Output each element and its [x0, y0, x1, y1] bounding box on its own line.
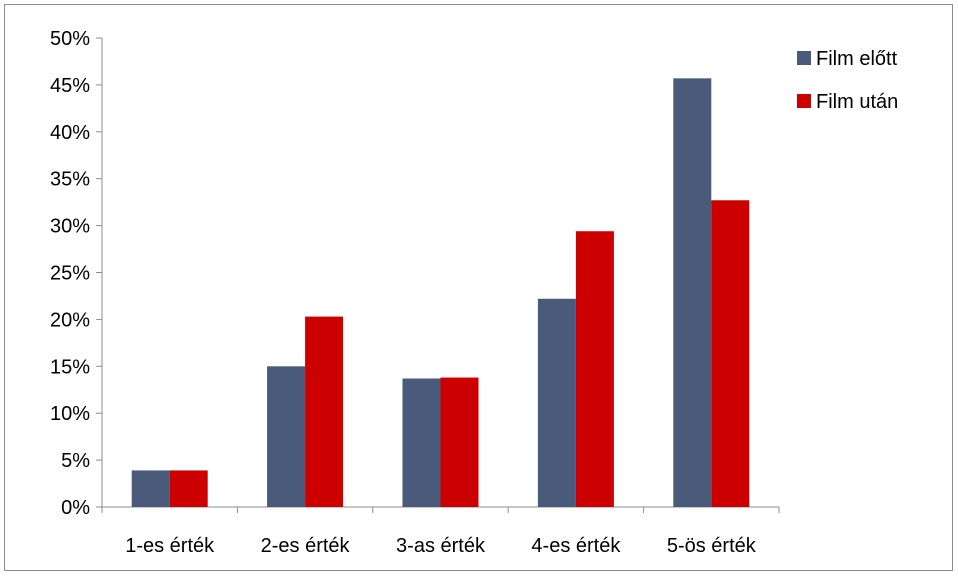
- x-tick-label: 4-es érték: [531, 535, 621, 557]
- bar-film-utan: [169, 470, 208, 507]
- legend-swatch: [797, 51, 811, 65]
- bar-film-elott: [131, 470, 170, 507]
- bar-film-utan: [440, 377, 479, 507]
- bar-film-utan: [575, 231, 614, 507]
- legend: Film előtt Film után: [797, 48, 898, 113]
- y-tick-label: 0%: [61, 497, 90, 519]
- y-tick-label: 35%: [50, 169, 90, 191]
- x-tick-label: 1-es érték: [125, 535, 215, 557]
- bar-film-elott: [673, 78, 712, 508]
- y-axis: 0% 5% 10% 15% 20% 25% 30% 35% 40% 45% 50%: [50, 28, 103, 519]
- y-tick-label: 5%: [61, 450, 90, 472]
- legend-label: Film után: [816, 91, 898, 113]
- y-tick-label: 20%: [50, 309, 90, 331]
- x-tick-label: 2-es érték: [261, 535, 351, 557]
- x-tick-label: 3-as érték: [396, 535, 486, 557]
- y-tick-label: 25%: [50, 263, 90, 285]
- y-tick-label: 15%: [50, 356, 90, 378]
- y-tick-label: 45%: [50, 75, 90, 97]
- bar-film-elott: [537, 298, 576, 507]
- y-tick-label: 50%: [50, 28, 90, 50]
- legend-label: Film előtt: [816, 48, 898, 70]
- y-tick-label: 40%: [50, 122, 90, 144]
- bar-film-elott: [402, 378, 441, 507]
- x-tick-label: 5-ös érték: [667, 535, 757, 557]
- bar-film-utan: [305, 316, 344, 507]
- bar-film-elott: [267, 366, 306, 507]
- bar-film-utan: [711, 200, 750, 508]
- y-tick-label: 10%: [50, 403, 90, 425]
- x-axis: 1-es érték 2-es érték 3-as érték 4-es érték…: [101, 506, 780, 557]
- y-tick-label: 30%: [50, 216, 90, 238]
- bars: [131, 78, 750, 508]
- legend-swatch: [797, 94, 811, 108]
